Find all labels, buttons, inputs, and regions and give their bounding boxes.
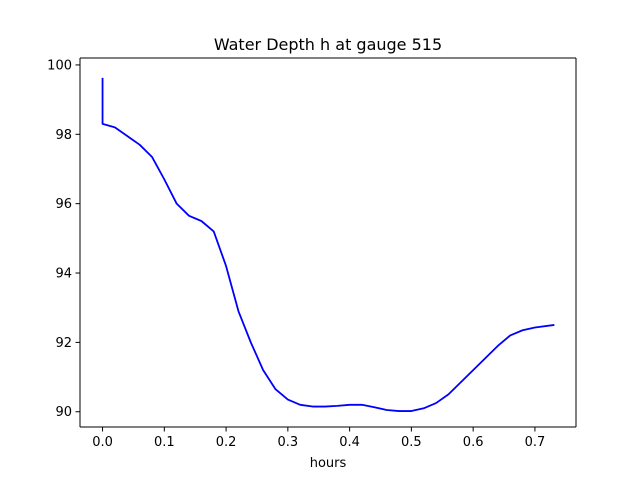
x-tick-label: 0.7	[525, 435, 546, 450]
x-tick-label: 0.5	[401, 435, 422, 450]
series-line-0	[101, 77, 555, 412]
x-axis-label: hours	[310, 456, 347, 471]
x-tick-label: 0.6	[463, 435, 484, 450]
y-tick-label: 90	[55, 405, 72, 420]
plot-area	[79, 57, 577, 428]
x-tick-label: 0.4	[339, 435, 360, 450]
y-tick-label: 96	[55, 197, 72, 212]
y-tick-label: 100	[47, 58, 72, 73]
y-tick-label: 98	[55, 128, 72, 143]
x-tick-label: 0.3	[278, 435, 299, 450]
axis-ticks: 0.0 0.1 0.2 0.3 0.4 0.5 0.6 0.7 90 92 94 96 98 100	[47, 58, 545, 450]
x-tick-label: 0.1	[154, 435, 175, 450]
chart-title: Water Depth h at gauge 515	[214, 35, 442, 54]
y-tick-label: 94	[55, 267, 72, 282]
x-tick-label: 0.2	[216, 435, 237, 450]
x-tick-label: 0.0	[92, 435, 113, 450]
y-tick-label: 92	[55, 336, 72, 351]
